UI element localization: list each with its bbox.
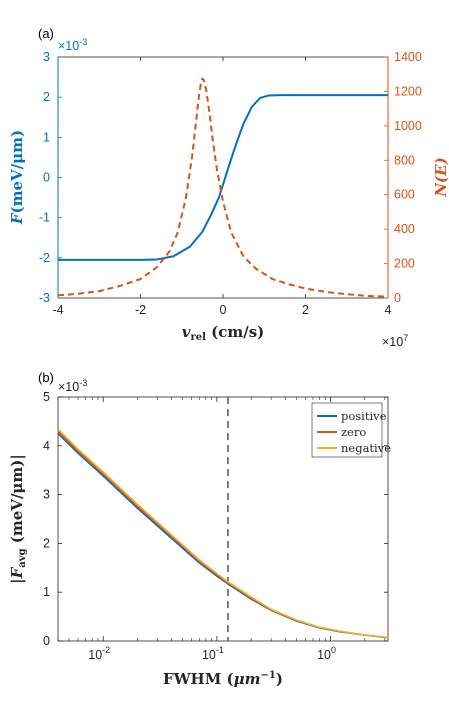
panel-b-axes-box [57,396,389,642]
y-right-tick-label: 1000 [394,119,422,133]
x-tick-label: 2 [302,303,309,317]
x-tick-label: 4 [385,303,392,317]
panel-a-y-left-label: F(meV/μm) [8,130,26,225]
force-curve [58,94,388,261]
series-line-positive [57,433,389,639]
x-tick-label: 10-1 [202,645,224,662]
y-right-tick-label: 200 [394,257,415,271]
panel-a-x-multiplier: ×107 [382,333,408,349]
panel-a-y-right-label: N(E) [432,157,449,197]
panel-b-legend: positive zero negative [311,402,391,458]
x-tick-label: 100 [317,645,336,662]
legend-label-zero: zero [341,425,366,439]
panel-b-y-multiplier: ×10-3 [58,378,87,394]
y-tick-label: 1 [43,585,50,599]
y-tick-label: 4 [43,439,50,453]
panel-b-label: (b) [38,370,54,385]
panel-a-label: (a) [38,26,54,41]
panel-a-ticks: -4 -2 0 2 4 -3 -2 -1 0 1 2 3 0 200 400 600 800 1000 1200 14… [39,50,422,317]
series-line-zero [57,430,389,639]
y-left-tick-label: -2 [39,251,50,265]
panel-a: (a) ×10-3 -4 -2 0 2 4 -3 -2 -1 0 1 2 3 0 200 400 600 800… [8,26,449,349]
panel-b-x-label: FWHM (μm−1) [163,670,283,688]
y-right-tick-label: 400 [394,222,415,236]
series-line-negative [57,428,389,639]
y-right-tick-label: 1400 [394,50,422,64]
panel-a-lines [57,77,389,298]
y-left-tick-label: -1 [39,211,50,225]
legend-label-positive: positive [341,409,387,423]
y-tick-label: 5 [43,390,50,404]
legend-label-negative: negative [341,441,391,455]
x-tick-label: 10-2 [88,645,110,662]
y-tick-label: 2 [43,536,50,550]
y-tick-label: 0 [43,634,50,648]
y-left-tick-label: 0 [43,171,50,185]
y-left-tick-label: 2 [43,90,50,104]
y-right-tick-label: 0 [394,291,401,305]
y-tick-label: 3 [43,488,50,502]
panel-b: (b) ×10-3 10-2 10-1 100 0 1 2 3 4 5 positive zero… [8,370,391,688]
panel-a-y-left-multiplier: ×10-3 [58,37,87,53]
density-curve [57,77,389,298]
panel-b-lines [57,397,389,641]
x-tick-label: -4 [52,303,63,317]
panel-b-y-label: |Favg (meV/μm)| [8,454,28,584]
y-right-tick-label: 600 [394,188,415,202]
panel-a-axes-box [57,56,389,299]
panel-b-ticks: 10-2 10-1 100 0 1 2 3 4 5 [43,390,388,662]
y-left-tick-label: -3 [39,291,50,305]
y-right-tick-label: 1200 [394,84,422,98]
y-right-tick-label: 800 [394,153,415,167]
y-left-tick-label: 1 [43,130,50,144]
x-tick-label: -2 [135,303,146,317]
x-tick-label: 0 [220,303,227,317]
y-left-tick-label: 3 [43,50,50,64]
panel-a-x-label: vrel (cm/s) [182,323,265,343]
